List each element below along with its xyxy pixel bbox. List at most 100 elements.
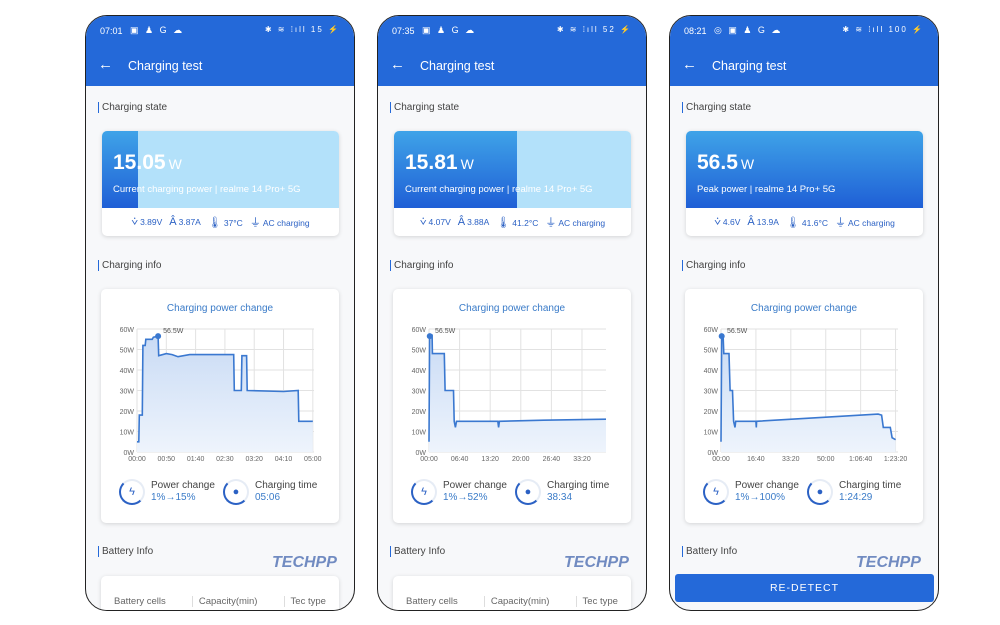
table-header: Capacity(min) [483, 596, 549, 607]
voltage-icon: ⩒ [419, 215, 427, 228]
y-tick-label: 40W [120, 368, 135, 375]
voltage-icon: ⩒ [131, 215, 139, 228]
voltage-stat: ⩒ 4.07V [419, 215, 451, 228]
techpp-watermark: TECHPP [564, 554, 629, 571]
y-tick-label: 20W [704, 409, 719, 416]
plug-icon: ⏚ [249, 217, 261, 229]
progress-fill [686, 131, 923, 208]
back-arrow-icon[interactable]: ← [98, 56, 113, 73]
thermometer-icon: 🌡︎ [207, 216, 222, 229]
progress-track [102, 131, 339, 208]
power-area [429, 335, 606, 452]
system-status-icons: ✱ ≋ ⁞ıll 52 ⚡ [556, 25, 632, 34]
phone-screen: 07:35 ▣ ♟ G ☁ ✱ ≋ ⁞ıll 52 ⚡ ← Charging t… [377, 15, 647, 611]
y-tick-label: 10W [704, 430, 719, 437]
current-icon: Â [169, 216, 177, 228]
power-change-stat: ϟ Power change 1%→52% [411, 479, 507, 505]
charging-type: ⏚ AC charging [835, 217, 895, 229]
x-tick-label: 26:40 [543, 456, 561, 463]
power-subtitle: Current charging power | realme 14 Pro+ … [113, 184, 301, 195]
notification-icons: ◎ ▣ ♟ G ☁ [714, 25, 783, 35]
plug-icon: ⏚ [545, 217, 557, 229]
y-tick-label: 30W [412, 389, 427, 396]
charging-type: ⏚ AC charging [545, 217, 606, 229]
lightning-icon: ϟ [119, 479, 145, 505]
voltage-icon: ⩒ [714, 215, 721, 228]
charging-type: ⏚ AC charging [249, 217, 310, 229]
notification-icons: ▣ ♟ G ☁ [422, 25, 477, 35]
power-subtitle: Peak power | realme 14 Pro+ 5G [697, 184, 836, 195]
power-chart: 0W 10W 20W 30W 40W 50W 60W 00:00 00:50 01:40 02:30… [120, 327, 322, 463]
x-tick-label: 06:40 [451, 456, 469, 463]
table-header: Capacity(min) [191, 596, 257, 607]
chart-title: Charging power change [458, 303, 566, 314]
system-status-icons: ✱ ≋ ⁞ıll 15 ⚡ [264, 25, 340, 34]
x-tick-label: 03:20 [245, 456, 263, 463]
back-arrow-icon[interactable]: ← [390, 56, 405, 73]
x-tick-label: 1:23:20 [884, 456, 907, 463]
temp-stat: 🌡︎ 41.6°C [785, 216, 829, 229]
y-tick-label: 60W [704, 327, 719, 334]
charging-time-stat: ● Charging time 38:34 [515, 479, 609, 505]
charging-time-value: 05:06 [255, 492, 281, 503]
table-header: Battery cells [114, 596, 166, 607]
table-header: Tec type [283, 596, 326, 607]
chart-card: Charging power change 0W 10W 20W 30W 40W 50W 6… [685, 289, 923, 523]
power-change-stat: ϟ Power change 1%→100% [703, 479, 799, 505]
section-charging-info: Charging info [98, 260, 161, 271]
phone-screen: 07:01 ▣ ♟ G ☁ ✱ ≋ ⁞ıll 15 ⚡ ← Charging t… [85, 15, 355, 611]
battery-info-table: Battery cells Capacity(min) Tec type [101, 576, 339, 610]
x-tick-label: 33:20 [573, 456, 591, 463]
x-tick-label: 20:00 [512, 456, 530, 463]
battery-info-table: Battery cells Capacity(min) Tec type [393, 576, 631, 610]
power-change-label: Power change [151, 480, 215, 491]
peak-label: 56.5W [727, 328, 748, 335]
y-tick-label: 40W [704, 368, 719, 375]
section-charging-state: Charging state [682, 102, 751, 113]
re-detect-label: RE-DETECT [769, 581, 840, 594]
power-chart: 0W 10W 20W 30W 40W 50W 60W 00:00 06:40 13:20 20:00… [412, 327, 607, 463]
lightning-icon: ϟ [411, 479, 437, 505]
techpp-watermark: TECHPP [856, 554, 921, 571]
power-area [721, 335, 896, 452]
power-change-stat: ϟ Power change 1%→15% [119, 479, 215, 505]
x-tick-label: 1:06:40 [849, 456, 872, 463]
peak-point [155, 333, 162, 340]
y-tick-label: 30W [704, 389, 719, 396]
temp-stat: 🌡︎ 37°C [207, 216, 243, 229]
thermometer-icon: 🌡︎ [785, 216, 800, 229]
x-tick-label: 00:00 [712, 456, 730, 463]
voltage-stat: ⩒ 3.89V [131, 215, 163, 228]
power-area [137, 336, 313, 452]
power-value: 15.05 W [113, 151, 182, 174]
app-header: 08:21 ◎ ▣ ♟ G ☁ ✱ ≋ ⁞ıll 100 ⚡ ← Chargin… [670, 16, 938, 86]
power-subtitle: Current charging power | realme 14 Pro+ … [405, 184, 593, 195]
peak-point [718, 333, 725, 340]
back-arrow-icon[interactable]: ← [682, 56, 697, 73]
notification-icons: ▣ ♟ G ☁ [130, 25, 185, 35]
power-change-value: 1%→100% [735, 492, 786, 503]
charging-time-value: 1:24:29 [839, 492, 873, 503]
x-tick-label: 00:50 [158, 456, 176, 463]
y-tick-label: 0W [124, 450, 135, 457]
section-battery-info: Battery Info [98, 546, 153, 557]
temp-stat: 🌡︎ 41.2°C [496, 216, 539, 229]
page-title: Charging test [712, 59, 787, 73]
current-icon: Â [747, 216, 755, 228]
charging-state-card: 15.05 W Current charging power | realme 1… [102, 131, 339, 236]
charging-time-label: Charging time [839, 480, 902, 491]
charging-time-value: 38:34 [547, 492, 573, 503]
charging-time-stat: ● Charging time 05:06 [223, 479, 317, 505]
table-header: Tec type [575, 596, 618, 607]
re-detect-button[interactable]: RE-DETECT [675, 574, 934, 602]
x-tick-label: 04:10 [275, 456, 293, 463]
y-tick-label: 0W [708, 450, 719, 457]
current-stat: Â 3.87A [169, 216, 201, 228]
x-tick-label: 05:00 [304, 456, 322, 463]
chart-card: Charging power change 0W 10W 20W 30W 40W 50W 6… [393, 289, 631, 523]
y-tick-label: 60W [120, 327, 135, 334]
charging-time-stat: ● Charging time 1:24:29 [807, 479, 901, 505]
power-line [720, 334, 896, 442]
y-tick-label: 50W [120, 348, 135, 355]
x-tick-label: 00:00 [128, 456, 146, 463]
